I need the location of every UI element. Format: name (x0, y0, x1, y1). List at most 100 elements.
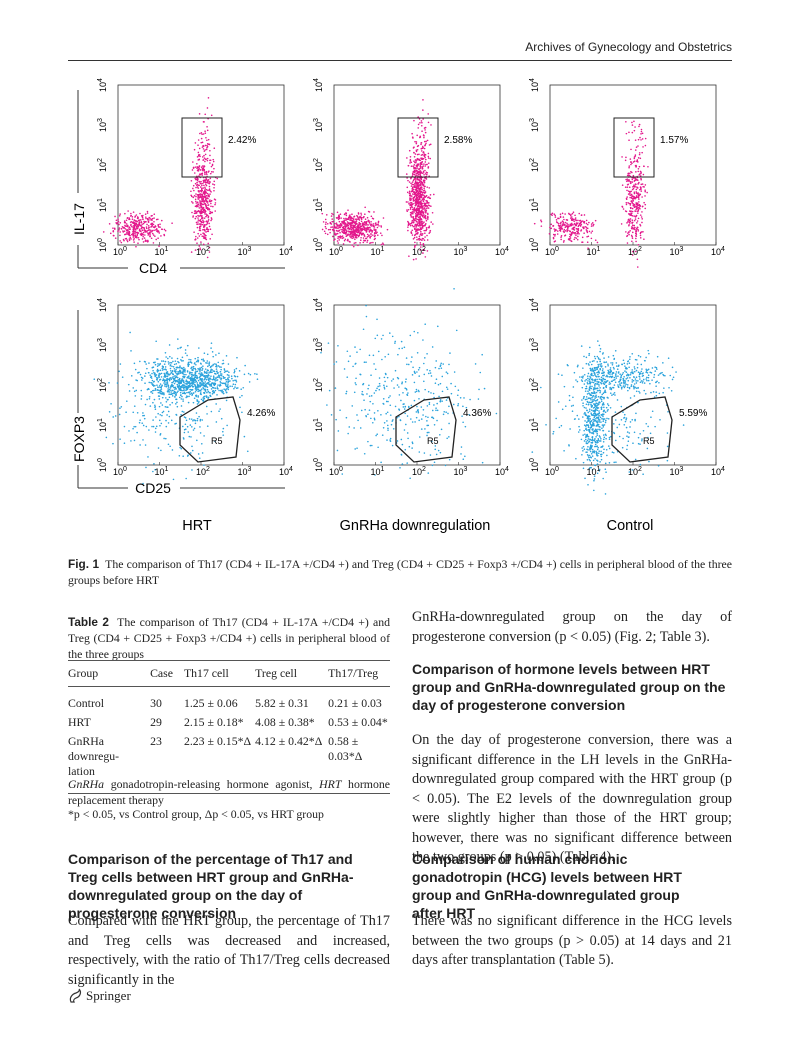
tick-exponent: 2 (97, 378, 104, 382)
event-dot (225, 380, 228, 383)
event-dot (205, 213, 208, 215)
event-dot (148, 231, 151, 234)
event-dot (192, 419, 194, 422)
event-dot (175, 403, 177, 405)
event-dot (560, 238, 562, 241)
event-dot (422, 215, 424, 218)
event-dot (407, 363, 410, 366)
event-dot (226, 374, 229, 376)
event-dot (625, 132, 628, 135)
event-dot (366, 239, 369, 242)
event-dot (593, 439, 596, 442)
tick-label: 102 (529, 158, 540, 172)
event-dot (152, 223, 155, 226)
event-dot (587, 435, 590, 438)
tick-exponent: 0 (529, 238, 536, 242)
event-dot (628, 233, 630, 236)
event-dot (157, 447, 160, 449)
event-dot (203, 150, 206, 152)
event-dot (427, 155, 430, 158)
event-dot (634, 164, 637, 167)
event-dot (426, 163, 428, 166)
event-dot (386, 420, 388, 422)
event-dot (625, 120, 627, 123)
event-dot (154, 406, 156, 408)
event-dot (404, 381, 407, 383)
event-dot (219, 380, 222, 383)
event-dot (442, 413, 445, 416)
event-dot (347, 239, 349, 242)
event-dot (204, 149, 207, 151)
event-dot (160, 449, 162, 452)
event-dot (180, 389, 183, 392)
event-dot (207, 390, 210, 393)
event-dot (152, 381, 155, 383)
event-dot (421, 220, 423, 223)
event-dot (401, 443, 404, 446)
event-dot (137, 219, 140, 222)
event-dot (191, 445, 193, 448)
event-dot (626, 189, 628, 192)
event-dot (200, 241, 202, 243)
event-dot (205, 405, 208, 408)
event-dot (644, 195, 646, 197)
event-dot (351, 405, 354, 407)
event-dot (387, 427, 389, 430)
event-dot (630, 193, 633, 196)
event-dot (243, 373, 246, 376)
event-dot (426, 212, 429, 215)
event-dot (563, 231, 565, 234)
event-dot (219, 370, 222, 373)
event-dot (436, 419, 438, 422)
event-dot (632, 186, 634, 188)
event-dot (423, 173, 425, 176)
event-dot (212, 205, 214, 208)
event-dot (133, 362, 136, 365)
event-dot (187, 365, 190, 368)
event-dot (383, 386, 386, 389)
event-dot (130, 223, 132, 226)
tick-exponent: 4 (289, 466, 293, 473)
event-dot (422, 158, 425, 160)
event-dot (186, 344, 189, 347)
event-dot (628, 221, 631, 224)
event-dot (154, 468, 156, 471)
event-dot (323, 230, 326, 233)
event-dot (165, 372, 168, 375)
event-dot (153, 226, 155, 228)
event-dot (227, 388, 230, 391)
event-dot (348, 240, 351, 243)
tick-label: 104 (313, 78, 324, 92)
event-dot (560, 236, 562, 238)
event-dot (202, 191, 205, 193)
event-dot (174, 371, 177, 374)
event-dot (390, 423, 393, 426)
event-dot (127, 228, 130, 230)
event-dot (224, 384, 227, 386)
event-dot (629, 158, 632, 160)
event-dot (411, 222, 413, 224)
event-dot (423, 216, 426, 218)
event-dot (558, 225, 561, 228)
tick-exponent: 0 (339, 466, 343, 473)
event-dot (376, 234, 379, 236)
event-dot (102, 231, 105, 233)
event-dot (205, 205, 208, 207)
event-dot (207, 180, 209, 182)
event-dot (637, 217, 640, 220)
event-dot (201, 195, 204, 197)
event-dot (425, 205, 427, 207)
event-dot (571, 219, 574, 222)
event-dot (210, 202, 212, 205)
event-dot (176, 401, 178, 404)
event-dot (373, 412, 376, 414)
event-dot (337, 430, 340, 432)
event-dot (195, 395, 198, 398)
event-dot (201, 235, 204, 237)
event-dot (561, 224, 564, 227)
event-dot (420, 142, 422, 144)
event-dot (175, 413, 177, 416)
event-dot (581, 241, 584, 243)
event-dot (586, 442, 589, 445)
event-dot (189, 358, 192, 361)
